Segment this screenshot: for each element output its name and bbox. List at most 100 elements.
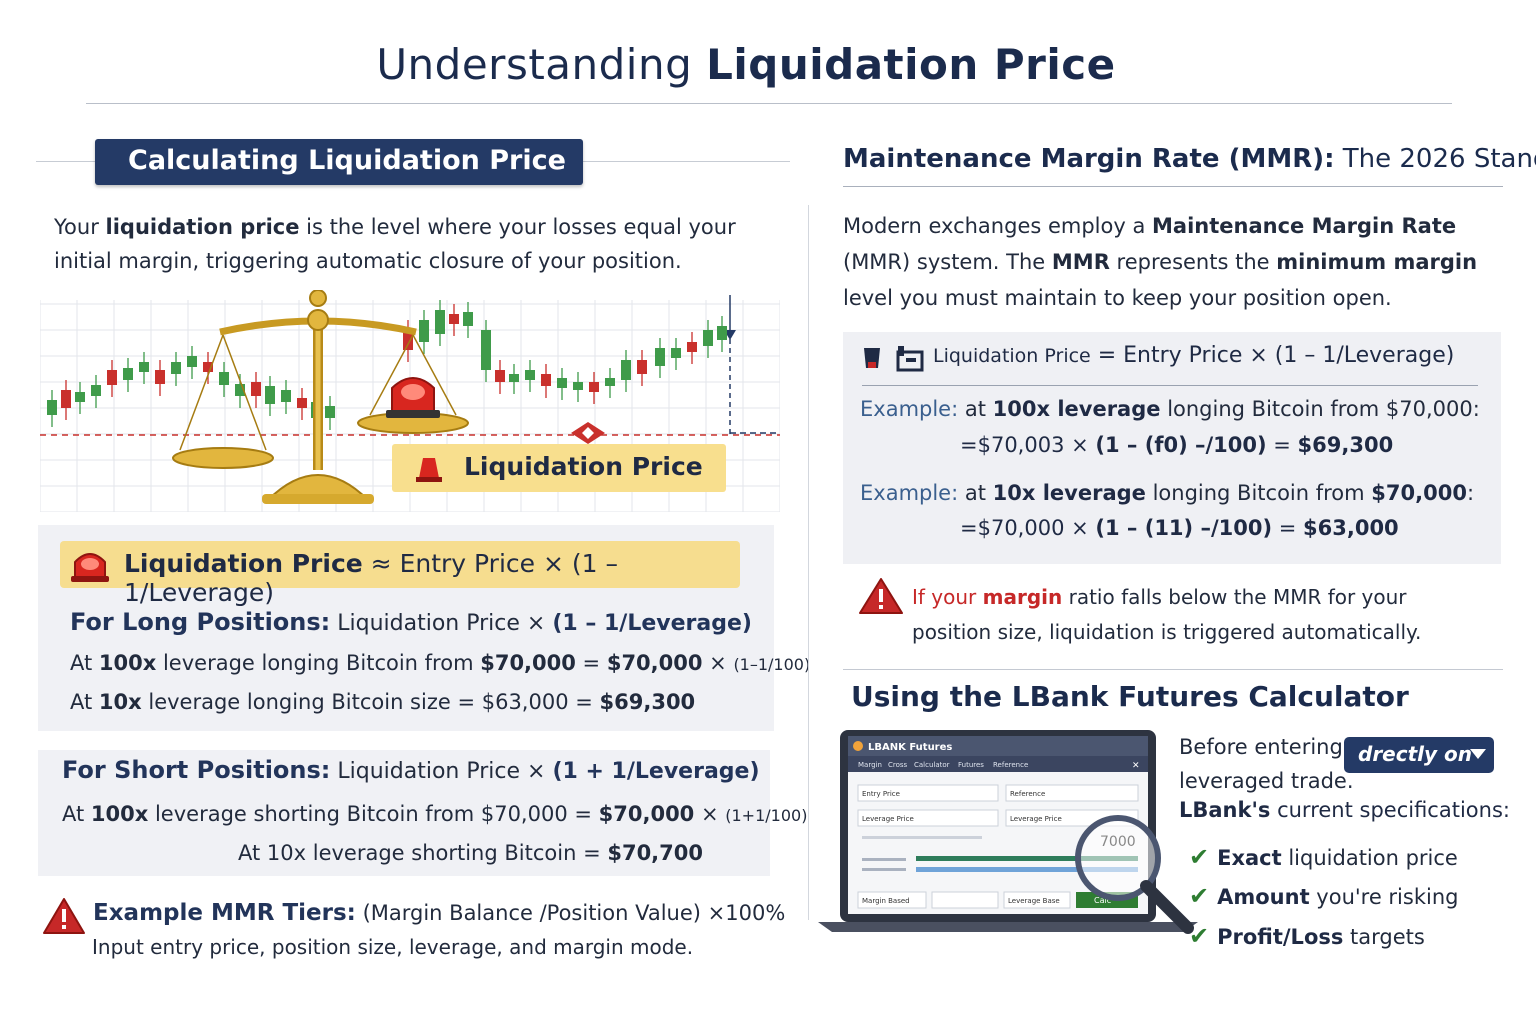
candle-body (155, 370, 165, 384)
example-2-label: Example: at 10x leverage longing Bitcoin… (860, 481, 1475, 505)
short-positions-heading: For Short Positions: Liquidation Price ×… (62, 756, 760, 784)
mmr-title-rule (843, 186, 1503, 187)
candle-body (703, 330, 713, 346)
example-1-label: Example: at 100x leverage longing Bitcoi… (860, 397, 1480, 421)
candle-body (171, 362, 181, 374)
lbank-logo-icon (853, 741, 863, 751)
candle-body (91, 385, 101, 396)
check-item-amount: ✔ Amount you're risking (1189, 882, 1459, 910)
candle-body (47, 400, 57, 415)
siren-icon (416, 458, 442, 482)
candle-body (449, 314, 459, 324)
candlesticks (47, 300, 727, 430)
candle-body (671, 348, 681, 358)
check-item-exact: ✔ Exact liquidation price (1189, 843, 1458, 871)
candle-body (139, 362, 149, 372)
lbank-calculator-laptop: LBANK Futures Margin Cross Calculator Fu… (818, 730, 1198, 934)
warning-icon (43, 898, 85, 934)
chevron-down-icon (1470, 749, 1486, 759)
mmr-section-title: Maintenance Margin Rate (MMR): The 2026 … (843, 144, 1536, 174)
candle-body (495, 370, 505, 382)
candle-body (297, 398, 307, 408)
svg-text:Futures: Futures (958, 761, 984, 769)
check-icon: ✔ (1189, 882, 1210, 910)
candle-body (557, 378, 567, 388)
mmr-warning-text: If your margin ratio falls below the MMR… (912, 585, 1422, 644)
candle-body (621, 360, 631, 380)
mmr-intro-text: Modern exchanges employ a Maintenance Ma… (843, 214, 1478, 310)
check-icon: ✔ (1189, 843, 1210, 871)
laptop-field-leverage-2: Leverage Price (1010, 815, 1062, 823)
candle-body (435, 310, 445, 334)
calc-intro-text: Your liquidation price is the level wher… (54, 215, 736, 273)
long-example-10x: At 10x leverage longing Bitcoin size = $… (70, 690, 696, 714)
candle-body (509, 374, 519, 382)
calculator-section-title: Using the LBank Futures Calculator (851, 680, 1409, 713)
svg-text:Cross: Cross (888, 761, 908, 769)
column-divider (808, 205, 809, 920)
candle-body (717, 326, 727, 340)
candle-body (235, 384, 245, 396)
laptop-leverage-btn: Leverage Base (1008, 897, 1060, 905)
liquidation-price-label: Liquidation Price (392, 444, 726, 492)
short-formula-card (38, 750, 770, 876)
balance-scale-icon (172, 290, 469, 504)
candle-body (541, 374, 551, 386)
candle-body (525, 370, 535, 380)
candle-body (605, 378, 615, 386)
candle-body (419, 320, 429, 342)
calculator-rule (843, 669, 1503, 670)
magnifier-icon: 7000 (1075, 815, 1194, 934)
before-entering-text: Before entering leveraged trade. (1179, 735, 1354, 793)
laptop-margin-btn: Margin Based (862, 897, 910, 905)
candle-body (403, 330, 413, 350)
check-item-profit: ✔ Profit/Loss targets (1189, 922, 1425, 950)
candle-body (637, 360, 647, 374)
svg-text:Reference: Reference (993, 761, 1028, 769)
candle-body (281, 390, 291, 402)
mmr-card-rule (862, 385, 1478, 386)
candle-body (573, 382, 583, 390)
candle-body (203, 362, 213, 372)
magnifier-value: 7000 (1100, 834, 1136, 850)
warning-icon (859, 578, 903, 614)
laptop-close-icon: ✕ (1132, 761, 1140, 771)
siren-icon (71, 553, 109, 582)
example-1-calc: =$70,003 × (1 – (f0) –/100) = $69,300 (960, 433, 1394, 457)
calculating-banner: Calculating Liquidation Price (95, 139, 583, 185)
lbank-specs-text: LBank's current specifications: (1179, 798, 1510, 822)
candle-body (219, 372, 229, 385)
title-divider (86, 103, 1452, 104)
approx-formula-bar: Liquidation Price ≈ Entry Price × (1 –1/… (60, 541, 740, 607)
candle-body (61, 390, 71, 408)
candle-body (107, 370, 117, 385)
candle-body (251, 382, 261, 396)
long-example-100x: At 100x leverage longing Bitcoin from $7… (70, 651, 811, 675)
candle-body (123, 368, 133, 380)
short-example-100x: At 100x leverage shorting Bitcoin from $… (62, 802, 808, 826)
svg-text:Margin: Margin (858, 761, 882, 769)
long-positions-heading: For Long Positions: Liquidation Price × … (70, 608, 752, 636)
check-icon: ✔ (1189, 922, 1210, 950)
laptop-field-entry: Entry Price (862, 790, 900, 798)
candle-body (75, 392, 85, 402)
mmr-formula: Liquidation Price = Entry Price × (1 – 1… (933, 343, 1455, 368)
candle-body (687, 342, 697, 352)
candle-body (463, 312, 473, 326)
mmr-tiers-heading: Example MMR Tiers: (Margin Balance /Posi… (93, 900, 786, 926)
laptop-calc-btn: Calc (1094, 896, 1111, 905)
short-example-10x: At 10x leverage shorting Bitcoin = $70,7… (238, 841, 703, 865)
laptop-menu: Margin Cross Calculator Futures Referenc… (858, 761, 1028, 769)
mmr-example-card (843, 332, 1501, 564)
candle-body (325, 406, 335, 418)
directly-on-button[interactable]: drectly on (1344, 737, 1494, 773)
laptop-field-reference: Reference (1010, 790, 1045, 798)
example-2-calc: =$70,000 × (1 – (11) –/100) = $63,000 (960, 516, 1399, 540)
liquidation-diamond-icon (571, 422, 605, 444)
calculator-icon (864, 346, 924, 372)
candle-body (655, 348, 665, 366)
svg-text:Calculator: Calculator (914, 761, 950, 769)
mmr-tiers-subtext: Input entry price, position size, levera… (92, 935, 694, 959)
laptop-field-leverage: Leverage Price (862, 815, 914, 823)
candle-body (481, 330, 491, 370)
